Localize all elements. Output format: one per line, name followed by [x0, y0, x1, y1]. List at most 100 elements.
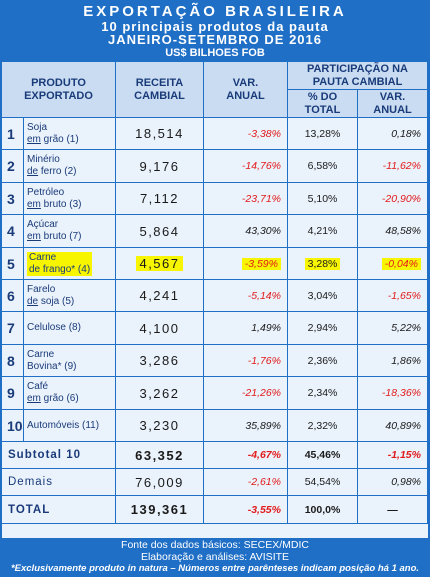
total-row-var: -3,55% — [204, 496, 288, 524]
footer: Fonte dos dados básicos: SECEX/MDIC Elab… — [0, 538, 430, 577]
rank-number: 4 — [7, 223, 15, 239]
col-header-var: VAR. ANUAL — [204, 62, 288, 118]
row-var-participacao: 1,86% — [358, 345, 428, 377]
subtotal-row-pct: 45,46% — [288, 442, 358, 469]
receita-value: 3,230 — [139, 418, 180, 433]
demais-row-receita: 76,009 — [116, 469, 204, 496]
product-line-2: em grão (1) — [27, 133, 79, 145]
product-line-2: de ferro (2) — [27, 166, 77, 177]
product-name: Farelo de soja (5) — [27, 284, 74, 308]
row-pct-total: 3,28% — [288, 248, 358, 280]
product-line-1: Café — [27, 381, 49, 392]
summary-receita: 76,009 — [135, 474, 184, 490]
row-var-participacao: -0,04% — [358, 248, 428, 280]
summary-pct: 45,46% — [304, 449, 341, 461]
pct-total-value: 13,28% — [304, 127, 341, 140]
footer-source: Fonte dos dados básicos: SECEX/MDIC — [121, 539, 309, 551]
rank-number: 1 — [7, 125, 15, 142]
row-rank: 9 — [2, 377, 24, 410]
row-rank: 2 — [2, 150, 24, 183]
pct-total-value: 6,58% — [307, 160, 338, 172]
product-line-2: de frango* (4) — [29, 263, 91, 275]
row-pct-total: 2,36% — [288, 345, 358, 377]
demais-row-pct: 54,54% — [288, 469, 358, 496]
product-line-1: Minério — [27, 154, 60, 165]
summary-var2: — — [387, 503, 398, 516]
product-name: Minério de ferro (2) — [27, 154, 76, 178]
row-product: Automóveis (11) — [24, 410, 116, 442]
product-line-2: de soja (5) — [27, 295, 75, 307]
var-participacao-value: 40,89% — [385, 419, 421, 432]
var-anual-value: 1,49% — [251, 322, 281, 334]
demais-row-var2: 0,98% — [358, 469, 428, 496]
row-pct-total: 13,28% — [288, 118, 358, 150]
product-line-1: Carne — [27, 348, 55, 360]
subtotal-row-receita: 63,352 — [116, 442, 204, 469]
var-anual-value: 35,89% — [245, 419, 281, 432]
pct-total-value: 2,34% — [307, 387, 338, 399]
demais-row-label: Demais — [2, 469, 116, 496]
product-line-1: Carne — [29, 251, 57, 263]
rank-number: 9 — [7, 385, 15, 401]
row-var-anual: 43,30% — [204, 215, 288, 248]
row-rank: 1 — [2, 118, 24, 150]
row-pct-total: 4,21% — [288, 215, 358, 248]
row-var-participacao: 48,58% — [358, 215, 428, 248]
var-participacao-value: -20,90% — [381, 192, 421, 205]
row-var-participacao: -20,90% — [358, 183, 428, 215]
var-participacao-value: 0,18% — [391, 127, 421, 140]
row-receita: 9,176 — [116, 150, 204, 183]
product-name: Automóveis (11) — [27, 420, 99, 432]
product-line-2: Bovina* (9) — [27, 360, 77, 372]
row-var-participacao: -18,36% — [358, 377, 428, 410]
row-rank: 6 — [2, 280, 24, 312]
table-header: EXPORTAÇÃO BRASILEIRA 10 principais prod… — [0, 0, 430, 62]
col-header-pct-total: % DO TOTAL — [288, 90, 358, 118]
row-rank: 5 — [2, 248, 24, 280]
row-pct-total: 5,10% — [288, 183, 358, 215]
rank-number: 2 — [7, 158, 15, 174]
receita-value: 4,567 — [136, 256, 183, 271]
row-receita: 4,100 — [116, 312, 204, 345]
var-participacao-value: -18,36% — [381, 387, 421, 399]
subtotal-row-var2: -1,15% — [358, 442, 428, 469]
rank-number: 10 — [7, 417, 23, 434]
row-pct-total: 2,94% — [288, 312, 358, 345]
var-anual-value: -3,59% — [241, 257, 281, 270]
row-var-anual: -3,59% — [204, 248, 288, 280]
row-var-anual: -14,76% — [204, 150, 288, 183]
row-var-anual: -21,26% — [204, 377, 288, 410]
row-product: Petróleo em bruto (3) — [24, 183, 116, 215]
rank-number: 8 — [7, 352, 15, 369]
pct-total-value: 5,10% — [307, 192, 338, 205]
row-rank: 8 — [2, 345, 24, 377]
row-product: Soja em grão (1) — [24, 118, 116, 150]
row-receita: 4,241 — [116, 280, 204, 312]
row-rank: 3 — [2, 183, 24, 215]
summary-pct: 100,0% — [304, 503, 341, 516]
receita-value: 3,262 — [139, 385, 180, 401]
row-var-participacao: 5,22% — [358, 312, 428, 345]
var-anual-value: -3,38% — [247, 127, 281, 140]
var-participacao-value: -11,62% — [382, 160, 421, 172]
row-product: Café em grão (6) — [24, 377, 116, 410]
row-var-anual: -23,71% — [204, 183, 288, 215]
var-anual-value: -23,71% — [241, 192, 281, 205]
summary-label: Demais — [8, 476, 53, 488]
unit: US$ BILHOES FOB — [165, 47, 265, 59]
summary-var2: 0,98% — [391, 476, 421, 488]
product-line-2: em bruto (3) — [27, 198, 82, 210]
summary-label: Subtotal 10 — [8, 449, 81, 461]
pct-total-value: 3,28% — [304, 257, 341, 270]
product-name: Carne de frango* (4) — [27, 251, 93, 276]
row-rank: 7 — [2, 312, 24, 345]
receita-value: 4,241 — [139, 288, 180, 303]
receita-value: 18,514 — [135, 126, 184, 141]
summary-var: -3,55% — [247, 503, 281, 516]
row-var-anual: -3,38% — [204, 118, 288, 150]
period: JANEIRO-SETEMBRO DE 2016 — [108, 32, 322, 47]
summary-receita: 63,352 — [135, 447, 184, 463]
row-pct-total: 2,34% — [288, 377, 358, 410]
product-line-2: em grão (6) — [27, 393, 79, 404]
